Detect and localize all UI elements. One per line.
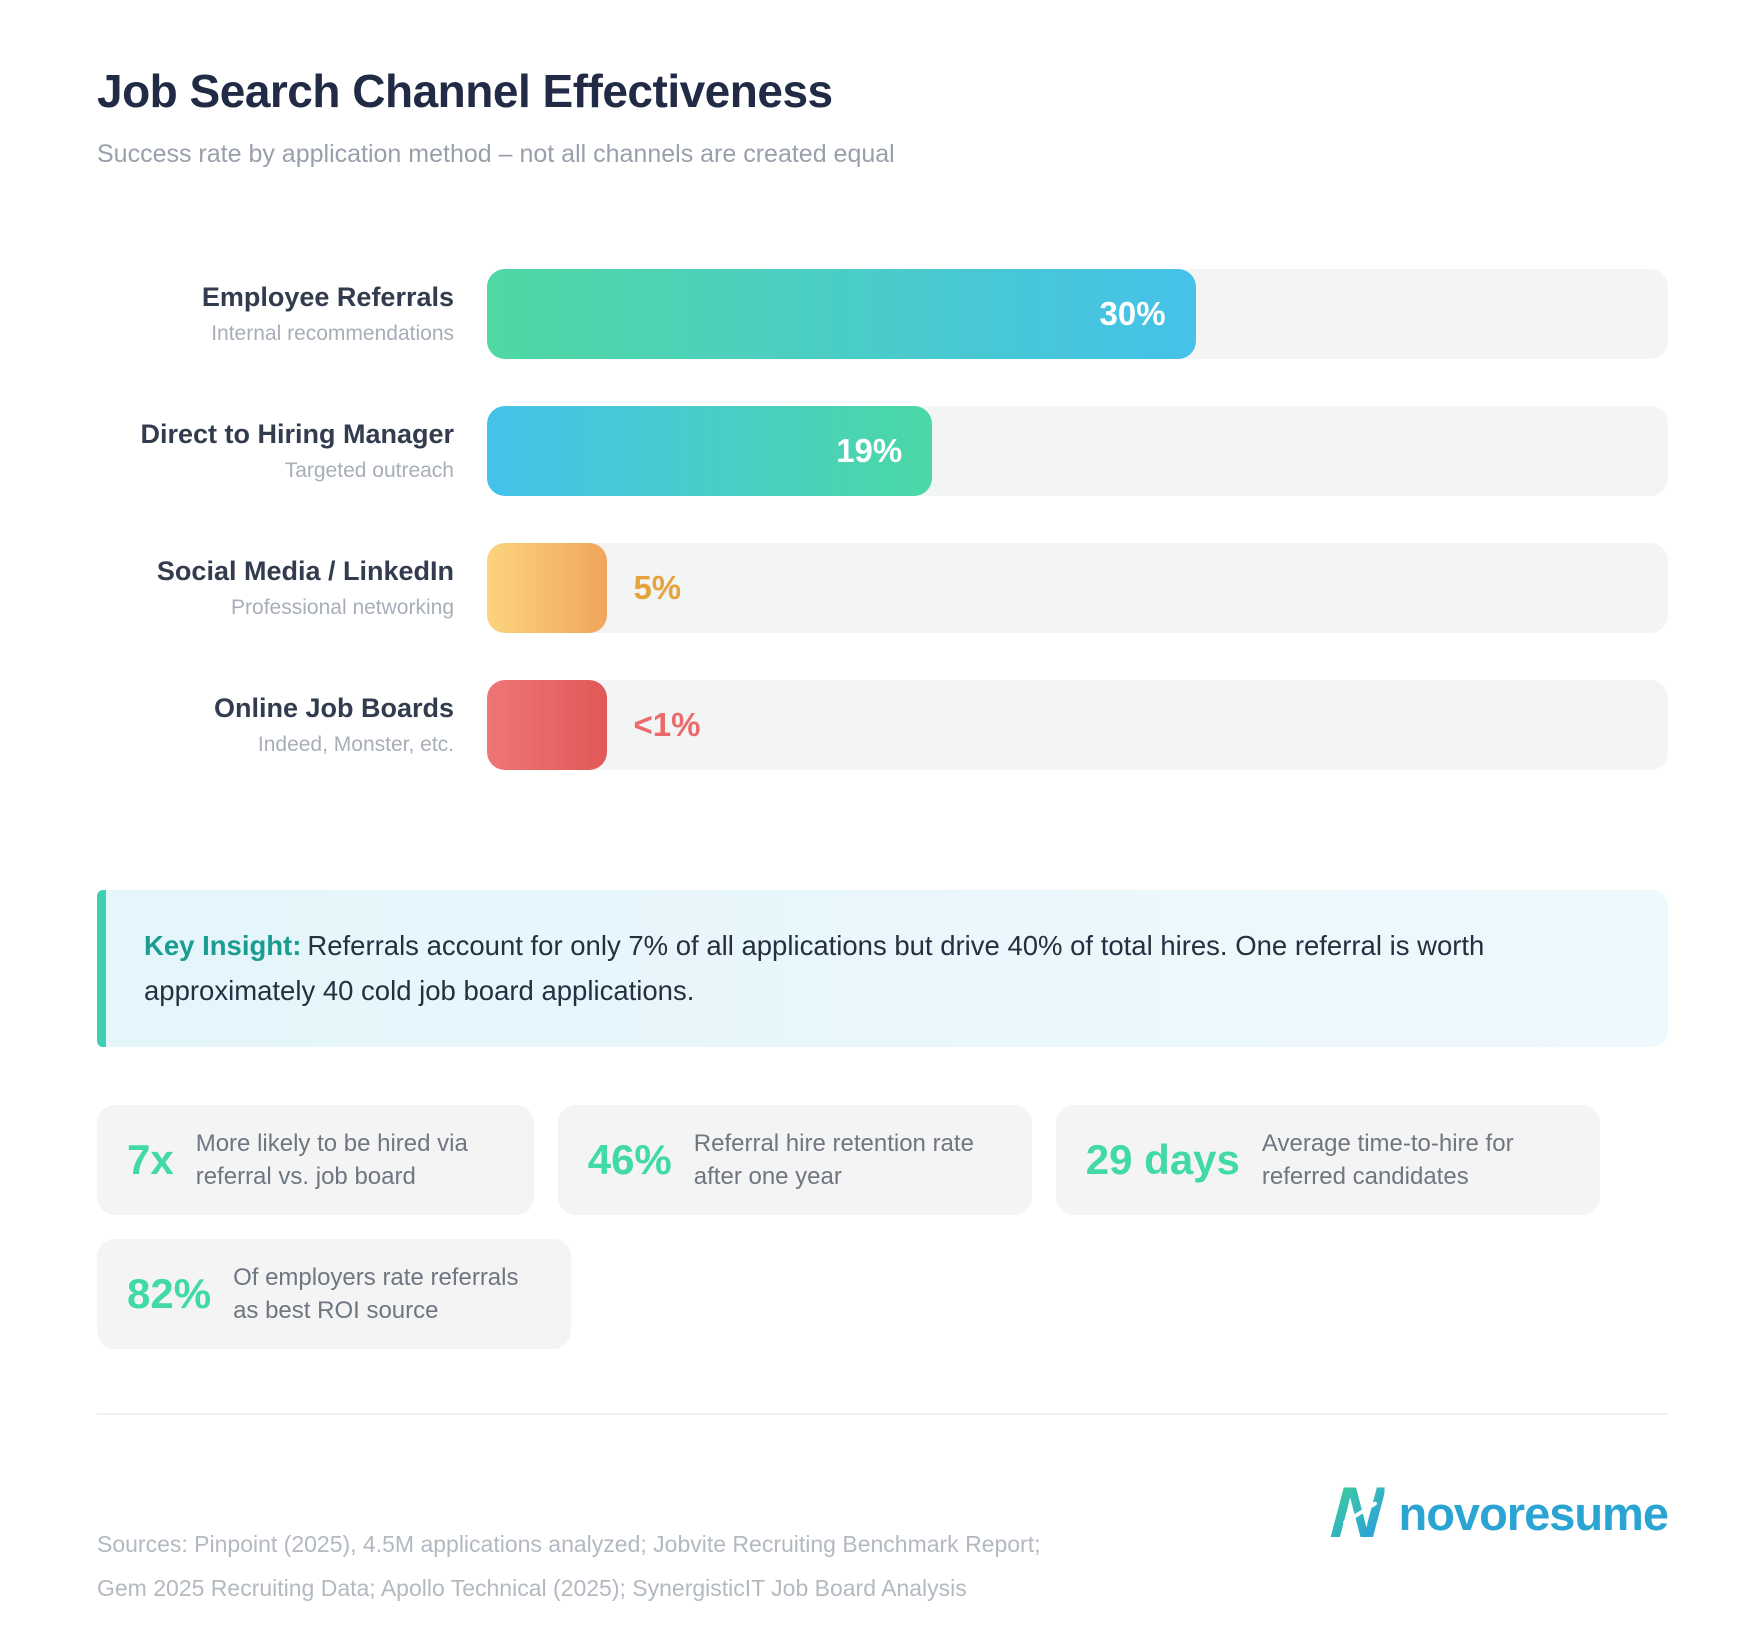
key-insight-text: Referrals account for only 7% of all app… [144, 930, 1485, 1006]
stat-card-time-to-hire: 29 days Average time-to-hire for referre… [1055, 1105, 1600, 1216]
footer: Sources: Pinpoint (2025), 4.5M applicati… [97, 1413, 1669, 1610]
bar-value-label: 5% [633, 569, 682, 606]
stat-label: Referral hire retention rate after one y… [693, 1129, 974, 1191]
page-subtitle: Success rate by application method – not… [97, 140, 895, 168]
bar-fill [487, 543, 608, 633]
sources-line-2: Gem 2025 Recruiting Data; Apollo Technic… [97, 1574, 967, 1601]
chart-row-online-job-boards: Online Job Boards Indeed, Monster, etc. … [97, 680, 1668, 770]
row-label: Direct to Hiring Manager Targeted outrea… [97, 419, 487, 483]
page-title: Job Search Channel Effectiveness [97, 65, 833, 117]
novoresume-logo: N novoresume [1327, 1473, 1669, 1554]
category-sublabel: Targeted outreach [284, 459, 454, 482]
bar-track: 5% [487, 543, 1668, 633]
sources-text: Sources: Pinpoint (2025), 4.5M applicati… [97, 1523, 1041, 1610]
key-insight-box: Key Insight: Referrals account for only 7… [97, 890, 1668, 1048]
row-label: Social Media / LinkedIn Professional net… [97, 556, 487, 620]
chart-row-direct-to-hiring-manager: Direct to Hiring Manager Targeted outrea… [97, 406, 1668, 496]
bar-fill [487, 680, 608, 770]
stat-value: 7x [127, 1136, 174, 1184]
novoresume-n-icon: N [1327, 1473, 1386, 1554]
stat-value: 29 days [1085, 1136, 1240, 1184]
category-label: Employee Referrals [201, 282, 454, 312]
bar-value-label: 30% [1099, 295, 1166, 332]
stat-card-employer-roi: 82% Of employers rate referrals as best … [97, 1239, 572, 1350]
brand-wordmark: novoresume [1398, 1486, 1669, 1540]
bar-track: 19% [487, 406, 1668, 496]
bar-value-label: 19% [836, 432, 903, 469]
chart-row-social-media-linkedin: Social Media / LinkedIn Professional net… [97, 543, 1668, 633]
stat-label: Of employers rate referrals as best ROI … [233, 1263, 519, 1325]
category-sublabel: Professional networking [231, 596, 454, 619]
key-insight-label: Key Insight: [144, 930, 302, 961]
stat-card-retention-rate: 46% Referral hire retention rate after o… [557, 1105, 1032, 1216]
stat-label: More likely to be hired via referral vs.… [195, 1129, 468, 1191]
bar-chart: Employee Referrals Internal recommendati… [97, 269, 1668, 770]
row-label: Online Job Boards Indeed, Monster, etc. [97, 693, 487, 757]
category-label: Online Job Boards [213, 693, 454, 723]
bar-fill [487, 406, 933, 496]
category-label: Social Media / LinkedIn [156, 556, 454, 586]
row-label: Employee Referrals Internal recommendati… [97, 282, 487, 346]
chart-row-employee-referrals: Employee Referrals Internal recommendati… [97, 269, 1668, 359]
bar-value-label: <1% [633, 706, 701, 743]
stat-label: Average time-to-hire for referred candid… [1261, 1129, 1514, 1191]
stat-value: 82% [127, 1270, 212, 1318]
stat-card-referral-multiplier: 7x More likely to be hired via referral … [97, 1105, 534, 1216]
sources-line-1: Sources: Pinpoint (2025), 4.5M applicati… [97, 1531, 1041, 1558]
bar-fill [487, 269, 1196, 359]
stat-cards: 7x More likely to be hired via referral … [97, 1105, 1668, 1350]
category-sublabel: Indeed, Monster, etc. [257, 733, 454, 756]
category-label: Direct to Hiring Manager [140, 419, 454, 449]
stat-value: 46% [587, 1136, 672, 1184]
bar-track: <1% [487, 680, 1668, 770]
category-sublabel: Internal recommendations [211, 322, 454, 345]
bar-track: 30% [487, 269, 1668, 359]
